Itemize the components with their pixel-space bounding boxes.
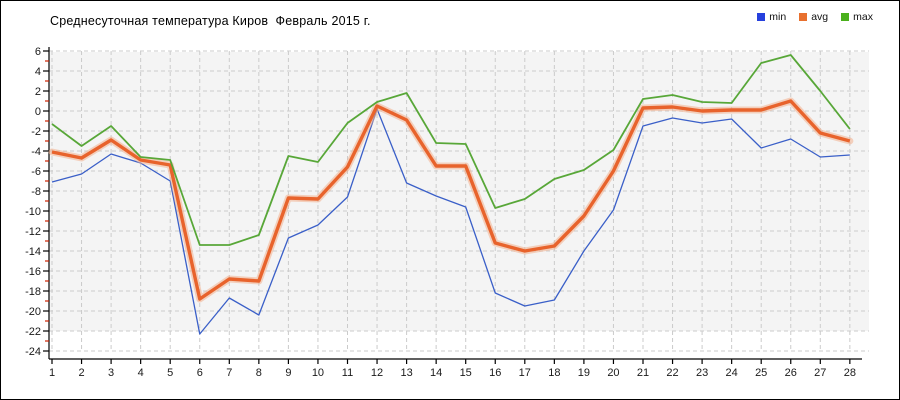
axes	[48, 47, 862, 360]
svg-text:12: 12	[371, 367, 383, 379]
svg-text:9: 9	[285, 367, 291, 379]
x-axis-labels: 1 2 3 4 5 6 7 8 9 10 11 12 13 14 15 16 17 18 19 20 21 22 23 24 2…	[49, 367, 856, 379]
svg-text:6: 6	[197, 367, 203, 379]
svg-text:28: 28	[844, 367, 856, 379]
legend-item-avg: avg	[799, 11, 828, 23]
min-temperature-line	[51, 108, 850, 335]
svg-text:-14: -14	[25, 246, 41, 258]
chart-title: Среднесуточная температура Киров Февраль…	[50, 14, 371, 28]
svg-text:-6: -6	[31, 166, 41, 178]
gridlines	[49, 50, 869, 352]
legend-item-max: max	[841, 11, 873, 23]
svg-text:3: 3	[108, 367, 114, 379]
min-series-swatch-icon	[757, 13, 766, 21]
svg-text:-8: -8	[31, 186, 41, 198]
max-temperature-line	[51, 54, 851, 246]
svg-text:-20: -20	[25, 306, 41, 318]
avg-temperature-line	[51, 99, 851, 301]
svg-text:-10: -10	[25, 206, 41, 218]
legend-label-avg: avg	[811, 11, 829, 23]
svg-text:11: 11	[342, 367, 353, 379]
svg-text:5: 5	[167, 367, 173, 379]
svg-text:8: 8	[256, 367, 262, 379]
svg-text:27: 27	[814, 367, 826, 379]
svg-text:15: 15	[460, 367, 472, 379]
legend-label-min: min	[769, 11, 787, 23]
svg-text:17: 17	[519, 367, 531, 379]
avg-series-swatch-icon	[799, 13, 808, 21]
y-axis-labels: 6 4 2 0 -2 -4 -6 -8 -10 -12 -14 -16 -18 -20 -22 -24	[25, 46, 41, 358]
svg-text:-4: -4	[31, 146, 41, 158]
svg-text:14: 14	[430, 367, 442, 379]
svg-text:2: 2	[35, 86, 41, 98]
svg-text:20: 20	[607, 367, 619, 379]
svg-text:2: 2	[78, 367, 84, 379]
svg-text:16: 16	[489, 367, 501, 379]
svg-text:1: 1	[49, 367, 55, 379]
svg-text:6: 6	[35, 46, 41, 58]
svg-text:-24: -24	[25, 346, 41, 358]
max-series-swatch-icon	[841, 13, 850, 21]
svg-text:24: 24	[726, 367, 738, 379]
svg-text:-16: -16	[25, 266, 41, 278]
svg-text:18: 18	[548, 367, 560, 379]
svg-text:4: 4	[35, 66, 41, 78]
legend-label-max: max	[853, 11, 873, 23]
svg-text:4: 4	[138, 367, 144, 379]
legend-item-min: min	[757, 11, 786, 23]
svg-text:25: 25	[755, 367, 767, 379]
svg-text:19: 19	[578, 367, 590, 379]
svg-text:23: 23	[696, 367, 708, 379]
svg-text:10: 10	[312, 367, 324, 379]
svg-text:13: 13	[400, 367, 412, 379]
svg-text:0: 0	[35, 106, 41, 118]
svg-text:7: 7	[226, 367, 232, 379]
svg-text:22: 22	[666, 367, 678, 379]
svg-text:26: 26	[785, 367, 797, 379]
svg-text:-12: -12	[25, 226, 41, 238]
legend: min avg max	[757, 11, 873, 23]
svg-text:-18: -18	[25, 286, 41, 298]
svg-text:-22: -22	[25, 326, 41, 338]
y-axis-ticks	[43, 50, 49, 352]
svg-text:-2: -2	[31, 126, 41, 138]
svg-text:21: 21	[637, 367, 649, 379]
x-axis-ticks	[51, 359, 851, 364]
